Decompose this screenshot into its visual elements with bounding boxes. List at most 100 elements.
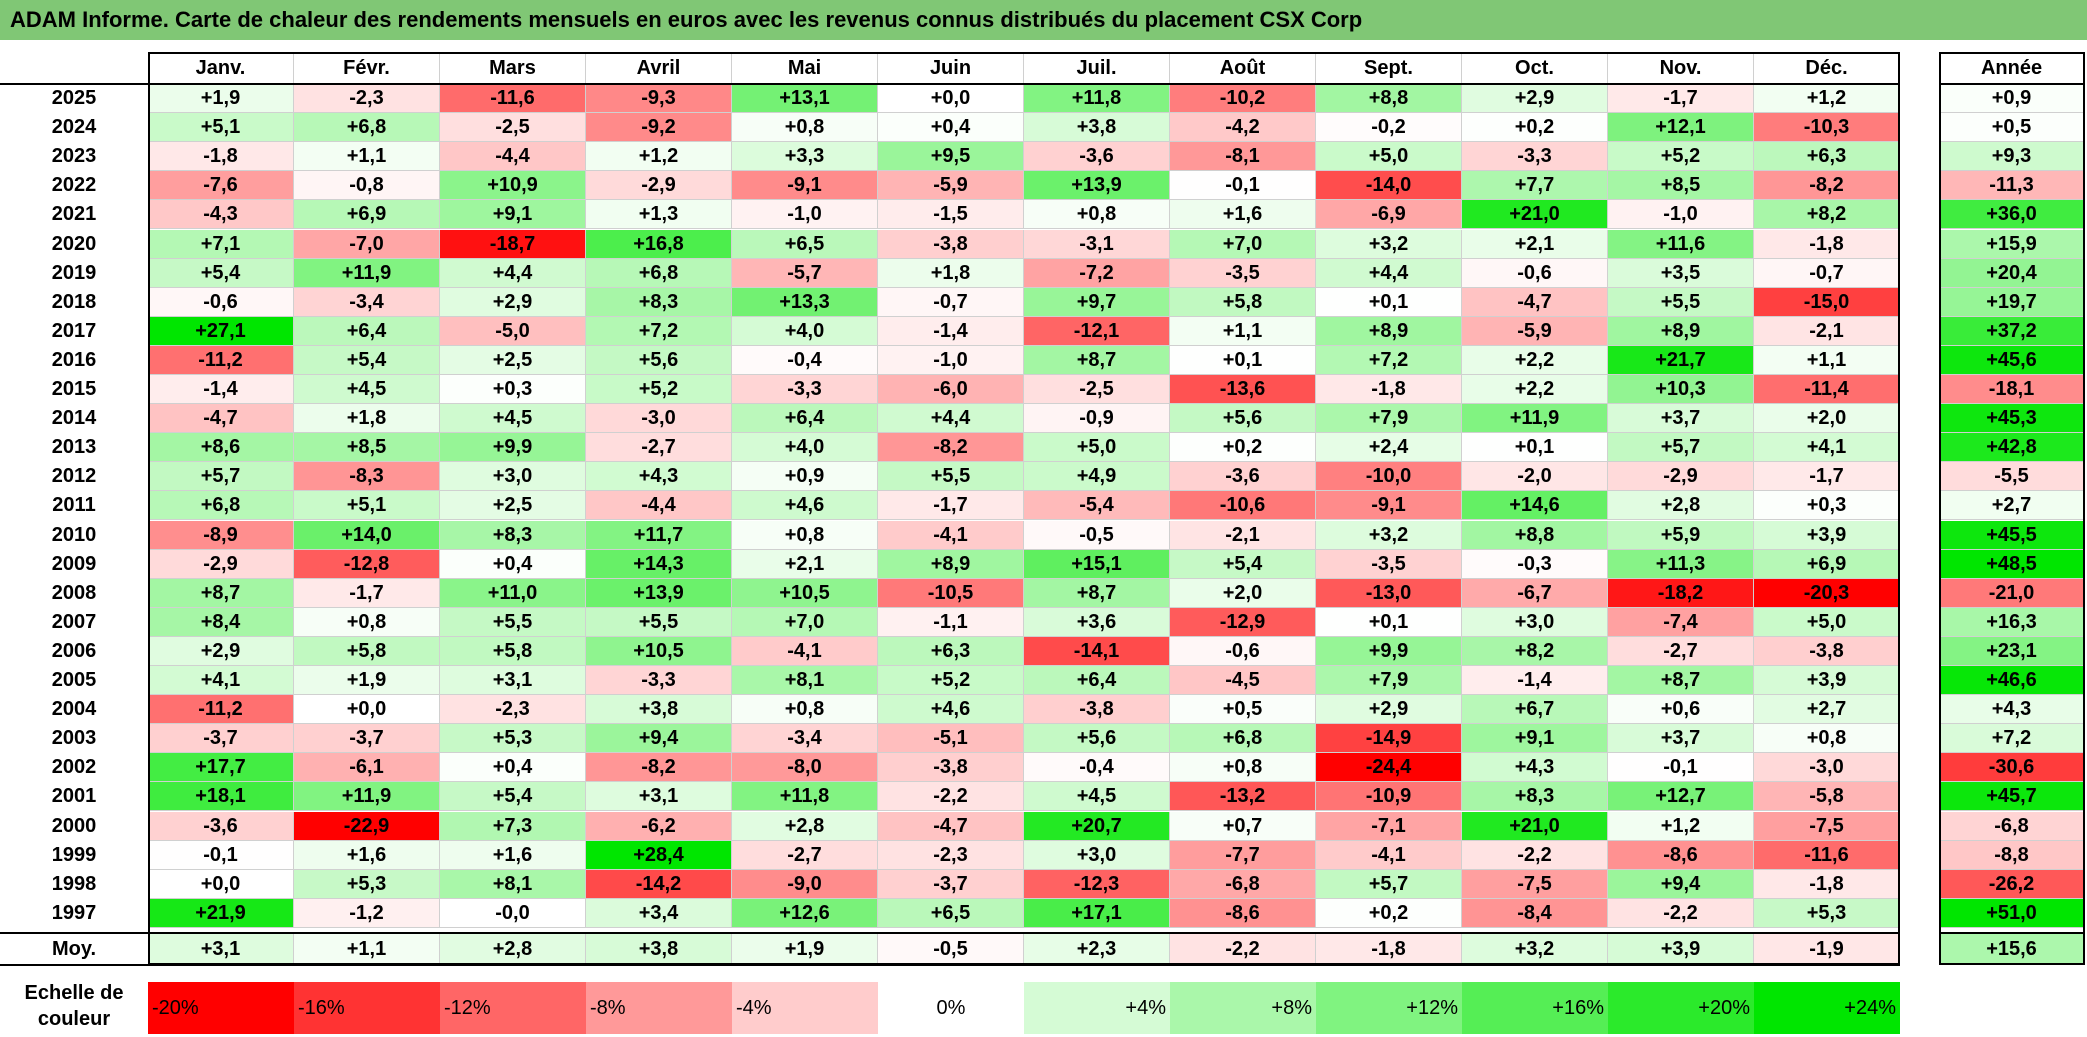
- heatmap-cell: -0,2: [1316, 113, 1462, 143]
- heatmap-cell: +14,0: [294, 520, 440, 550]
- header-month: Nov.: [1608, 52, 1754, 84]
- annual-cell: +20,4: [1939, 258, 2085, 288]
- heatmap-cell: +5,7: [1316, 869, 1462, 899]
- heatmap-cell: +2,9: [148, 636, 294, 666]
- heatmap-cell: +5,4: [1170, 549, 1316, 579]
- heatmap-cell: +4,1: [1754, 433, 1900, 463]
- heatmap-cell: +3,7: [1608, 404, 1754, 434]
- heatmap-cell: -7,0: [294, 229, 440, 259]
- heatmap-cell: +13,1: [732, 84, 878, 114]
- heatmap-cell: +3,2: [1316, 520, 1462, 550]
- annual-cell: +16,3: [1939, 607, 2085, 637]
- heatmap-cell: +2,0: [1170, 578, 1316, 608]
- heatmap-cell: -5,9: [1462, 316, 1608, 346]
- heatmap-cell: +11,8: [1024, 84, 1170, 114]
- legend-step: +16%: [1462, 982, 1608, 1034]
- heatmap-cell: -6,7: [1462, 578, 1608, 608]
- heatmap-cell: +5,1: [148, 113, 294, 143]
- heatmap-cell: +7,9: [1316, 404, 1462, 434]
- heatmap-cell: -8,6: [1170, 898, 1316, 928]
- heatmap-cell: -4,1: [732, 636, 878, 666]
- row-year-label: 2006: [51, 639, 97, 662]
- heatmap-cell: +8,9: [878, 549, 1024, 579]
- annual-cell: +45,5: [1939, 520, 2085, 550]
- annual-cell: +46,6: [1939, 666, 2085, 696]
- heatmap-cell: -4,5: [1170, 666, 1316, 696]
- heatmap-cell: +0,0: [878, 84, 1024, 114]
- heatmap-cell: -5,4: [1024, 491, 1170, 521]
- annual-cell: -21,0: [1939, 578, 2085, 608]
- row-year-label: 2019: [51, 261, 97, 284]
- legend-step: -8%: [586, 982, 732, 1034]
- heatmap-cell: -7,5: [1754, 811, 1900, 841]
- heatmap-cell: -2,1: [1754, 316, 1900, 346]
- heatmap-cell: +9,9: [1316, 636, 1462, 666]
- row-year-label: 1997: [51, 901, 97, 924]
- annual-cell: +45,7: [1939, 782, 2085, 812]
- heatmap-cell: +2,7: [1754, 695, 1900, 725]
- heatmap-cell: +21,9: [148, 898, 294, 928]
- heatmap-cell: -3,7: [148, 724, 294, 754]
- heatmap-cell: -14,0: [1316, 171, 1462, 201]
- heatmap-cell: -3,8: [1024, 695, 1170, 725]
- legend-step: -20%: [148, 982, 294, 1034]
- legend-title-text: Echelle de couleur: [24, 982, 124, 1030]
- heatmap-cell: +8,7: [1608, 666, 1754, 696]
- average-label: Moy.: [51, 938, 97, 960]
- average-cell: -0,5: [878, 933, 1024, 965]
- heatmap-cell: +2,9: [440, 287, 586, 317]
- heatmap-cell: -0,4: [1024, 753, 1170, 783]
- heatmap-cell: -1,0: [732, 200, 878, 230]
- legend-step: -4%: [732, 982, 878, 1034]
- heatmap-cell: +6,9: [1754, 549, 1900, 579]
- heatmap-cell: -4,7: [1462, 287, 1608, 317]
- heatmap-cell: +5,4: [440, 782, 586, 812]
- heatmap-cell: -6,0: [878, 375, 1024, 405]
- heatmap-cell: +9,1: [440, 200, 586, 230]
- heatmap-cell: +3,8: [586, 695, 732, 725]
- heatmap-cell: +2,5: [440, 345, 586, 375]
- heatmap-cell: -4,2: [1170, 113, 1316, 143]
- heatmap-cell: -5,9: [878, 171, 1024, 201]
- heatmap-cell: -5,0: [440, 316, 586, 346]
- header-year-total: Année: [1939, 52, 2085, 84]
- annual-cell: +45,3: [1939, 404, 2085, 434]
- heatmap-cell: -2,7: [586, 433, 732, 463]
- header-month: Janv.: [148, 52, 294, 84]
- heatmap-cell: +5,9: [1608, 520, 1754, 550]
- heatmap-cell: +8,3: [440, 520, 586, 550]
- heatmap-cell: -10,5: [878, 578, 1024, 608]
- heatmap-cell: +6,5: [878, 898, 1024, 928]
- heatmap-cell: +5,8: [294, 636, 440, 666]
- average-cell: +3,1: [148, 933, 294, 965]
- average-cell: +3,9: [1608, 933, 1754, 965]
- heatmap-cell: +12,1: [1608, 113, 1754, 143]
- row-year-label: 2011: [52, 494, 96, 517]
- row-year-label: 2013: [51, 436, 97, 459]
- heatmap-cell: +4,6: [732, 491, 878, 521]
- heatmap-cell: -1,8: [1754, 229, 1900, 259]
- heatmap-cell: +3,5: [1608, 258, 1754, 288]
- average-cell: +2,8: [440, 933, 586, 965]
- header-month: Mars: [440, 52, 586, 84]
- heatmap-cell: +1,1: [1170, 316, 1316, 346]
- heatmap-cell: -0,1: [1608, 753, 1754, 783]
- heatmap-cell: -7,2: [1024, 258, 1170, 288]
- row-year-label: 2008: [51, 581, 97, 604]
- heatmap-cell: -1,7: [1608, 84, 1754, 114]
- annual-cell: -6,8: [1939, 811, 2085, 841]
- heatmap-cell: -3,6: [148, 811, 294, 841]
- heatmap-cell: -1,1: [878, 607, 1024, 637]
- heatmap-cell: +12,7: [1608, 782, 1754, 812]
- heatmap-cell: -0,4: [732, 345, 878, 375]
- heatmap-cell: -0,8: [294, 171, 440, 201]
- heatmap-cell: -3,0: [1754, 753, 1900, 783]
- heatmap-cell: -18,7: [440, 229, 586, 259]
- header-month: Juil.: [1024, 52, 1170, 84]
- heatmap-cell: +5,0: [1316, 142, 1462, 172]
- heatmap-cell: -1,8: [1754, 869, 1900, 899]
- heatmap-cell: -12,1: [1024, 316, 1170, 346]
- heatmap-cell: +5,6: [1024, 724, 1170, 754]
- heatmap-cell: +8,7: [1024, 345, 1170, 375]
- row-year-label: 2016: [51, 348, 97, 371]
